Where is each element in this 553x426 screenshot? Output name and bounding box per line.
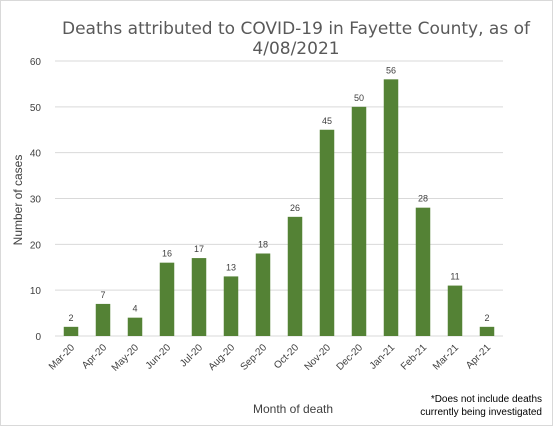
x-axis-title: Month of death xyxy=(253,402,333,416)
bar xyxy=(479,326,495,336)
y-tick-label: 0 xyxy=(35,332,41,343)
x-tick-label: Mar-20 xyxy=(47,342,77,372)
y-axis-ticks: 0 10 20 30 40 50 60 xyxy=(30,57,42,343)
data-label: 45 xyxy=(322,116,332,126)
y-tick-label: 40 xyxy=(30,149,42,160)
bars: 2 7 4 16 17 13 18 26 45 50 56 28 11 2 xyxy=(63,65,495,336)
data-label: 2 xyxy=(68,313,73,323)
bar xyxy=(223,276,239,336)
data-label: 50 xyxy=(354,93,364,103)
bar xyxy=(415,207,431,336)
x-axis-ticks: Mar-20 Apr-20 May-20 Jun-20 Jul-20 Aug-20 Sep-… xyxy=(47,342,493,374)
y-tick-label: 10 xyxy=(30,286,42,297)
x-tick-label: Nov-20 xyxy=(303,342,334,373)
chart-title-line1: Deaths attributed to COVID-19 in Fayette… xyxy=(62,19,531,39)
x-tick-label: Apr-20 xyxy=(80,342,109,371)
x-tick-label: Mar-21 xyxy=(431,342,461,372)
y-tick-label: 20 xyxy=(30,240,42,251)
bar xyxy=(287,216,303,336)
x-tick-label: May-20 xyxy=(110,342,142,374)
chart-title-line2: 4/08/2021 xyxy=(252,39,339,59)
x-tick-label: Dec-20 xyxy=(335,342,366,373)
gridlines xyxy=(55,60,503,337)
data-label: 28 xyxy=(418,194,428,204)
data-label: 7 xyxy=(100,290,105,300)
y-axis-title: Number of cases xyxy=(11,155,25,246)
x-tick-label: Feb-21 xyxy=(399,342,429,372)
bar xyxy=(319,129,335,336)
data-label: 17 xyxy=(194,244,204,254)
footnote-line2: currently being investigated xyxy=(420,407,542,418)
data-label: 13 xyxy=(226,262,236,272)
data-label: 2 xyxy=(484,313,489,323)
x-tick-label: Jun-20 xyxy=(144,342,174,372)
x-tick-label: Aug-20 xyxy=(207,342,238,373)
bar xyxy=(255,253,271,336)
bar xyxy=(63,326,79,336)
x-tick-label: Jul-20 xyxy=(178,342,205,369)
data-label: 18 xyxy=(258,240,268,250)
bar xyxy=(191,258,207,336)
footnote-line1: *Does not include deaths xyxy=(431,394,542,405)
data-label: 26 xyxy=(290,203,300,213)
y-tick-label: 60 xyxy=(30,57,42,68)
bar xyxy=(447,285,463,336)
bar xyxy=(127,317,143,336)
x-tick-label: Oct-20 xyxy=(272,342,301,371)
bar xyxy=(383,79,399,336)
x-tick-label: Apr-21 xyxy=(464,342,493,371)
x-tick-label: Jan-21 xyxy=(368,342,398,372)
bar xyxy=(351,106,367,336)
data-label: 4 xyxy=(132,304,137,314)
y-tick-label: 30 xyxy=(30,195,42,206)
x-tick-label: Sep-20 xyxy=(239,342,270,373)
y-tick-label: 50 xyxy=(30,103,42,114)
bar xyxy=(95,303,111,336)
data-label: 11 xyxy=(450,272,459,282)
data-label: 16 xyxy=(162,249,172,259)
bar xyxy=(159,262,175,336)
data-label: 56 xyxy=(386,65,396,75)
